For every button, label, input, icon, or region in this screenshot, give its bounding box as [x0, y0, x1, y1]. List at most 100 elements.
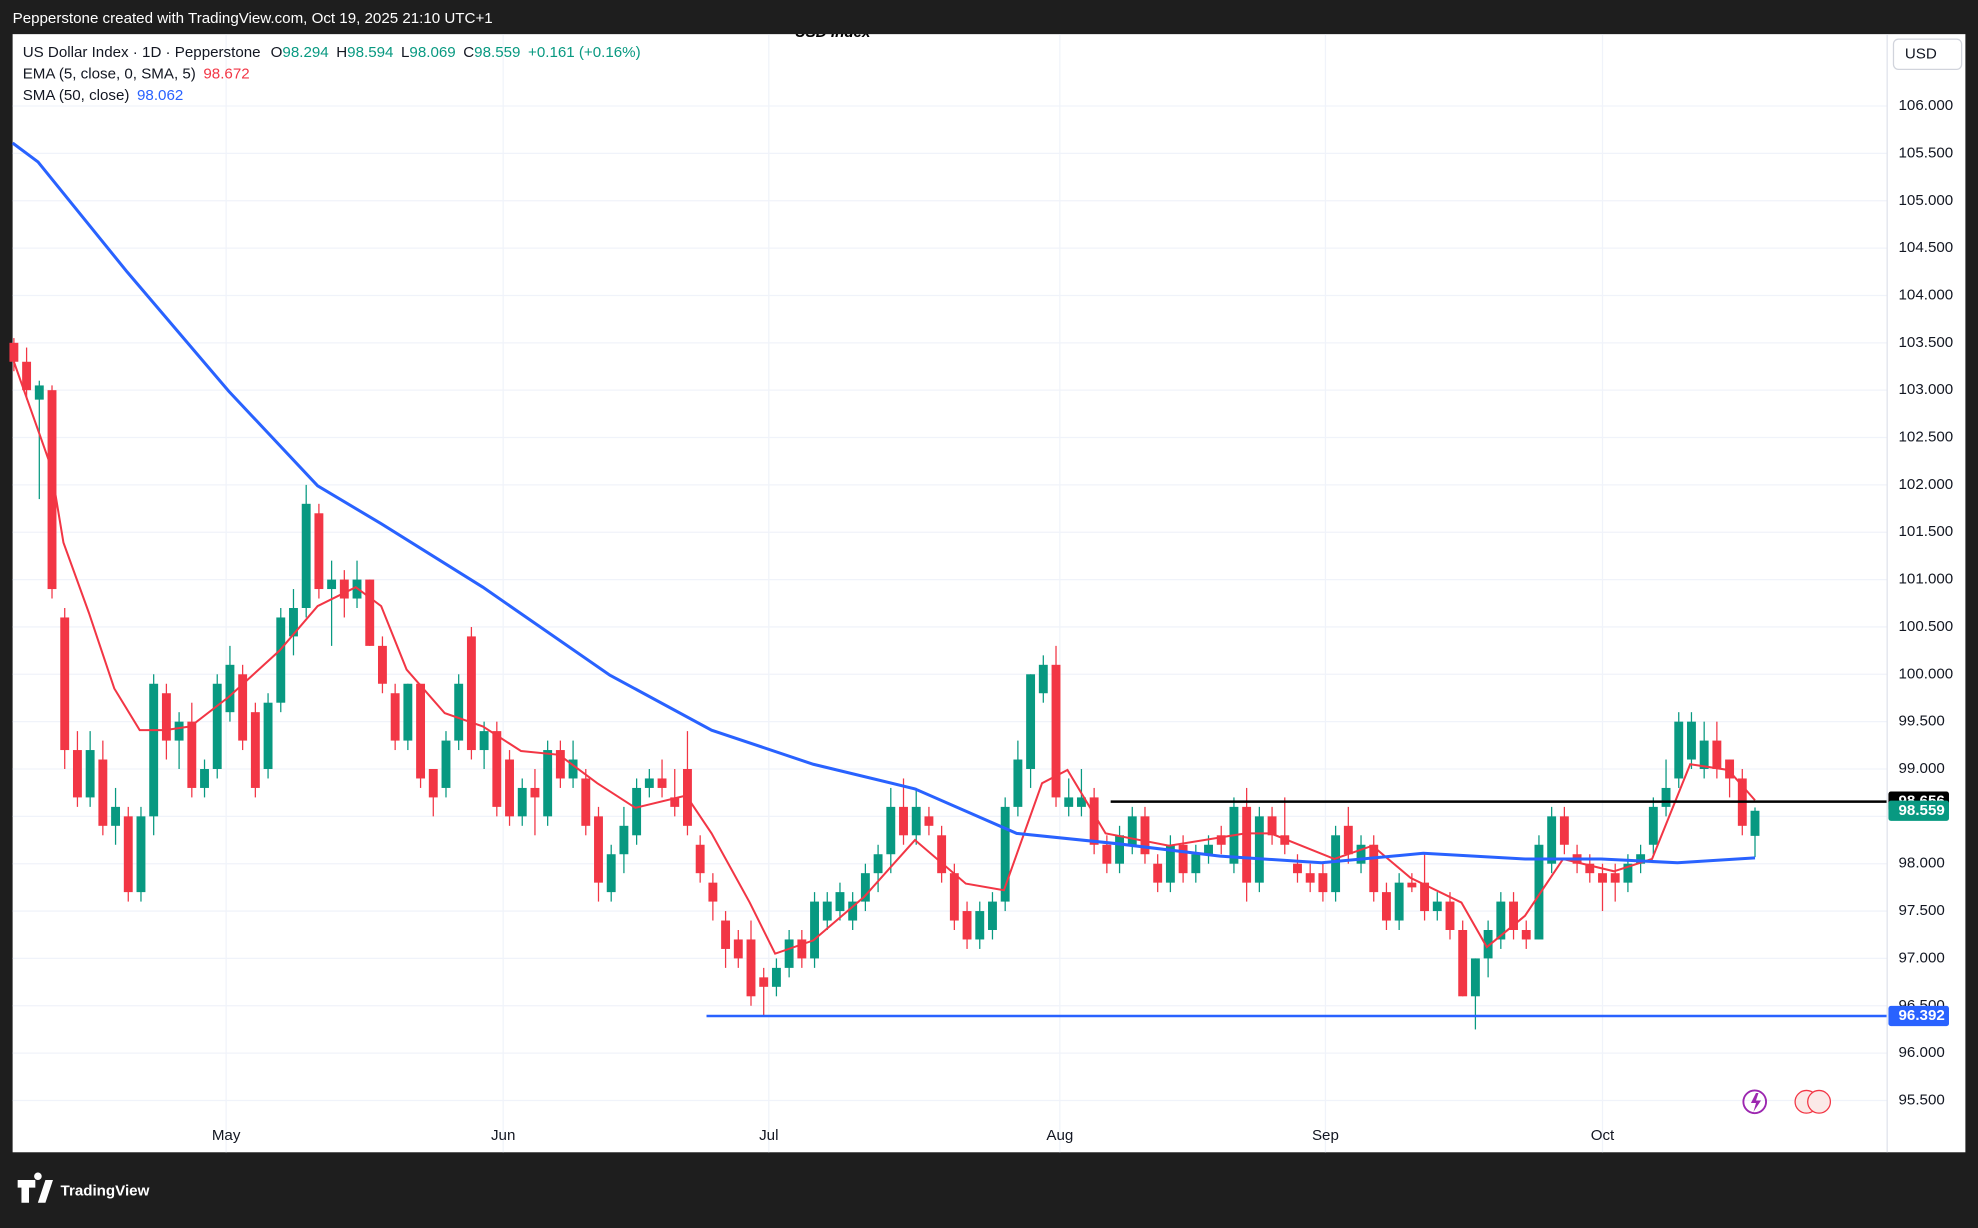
brand-logo — [17, 1172, 53, 1203]
candle-body — [136, 816, 146, 893]
candle-body — [111, 806, 121, 826]
candle-body — [365, 579, 375, 646]
ohlc-label: C — [463, 44, 474, 61]
candle-body — [1140, 816, 1150, 855]
candle-body — [1293, 863, 1302, 874]
sma-value: 98.062 — [137, 87, 183, 104]
candle-body — [479, 731, 489, 751]
candle-body — [962, 911, 972, 940]
candle-body — [543, 750, 553, 817]
y-tick-label: 102.500 — [1899, 429, 1954, 446]
ohlc-value: 98.069 — [409, 44, 455, 61]
candle-body — [975, 911, 985, 940]
indicator-line — [12, 361, 1756, 955]
candle-body — [1153, 863, 1163, 883]
candle-body — [695, 844, 705, 874]
candle-body — [1598, 873, 1607, 883]
candle-body — [733, 939, 743, 959]
candle-body — [98, 759, 108, 826]
candle-body — [1369, 844, 1379, 893]
header-bar — [0, 0, 1978, 35]
candle-body — [327, 579, 337, 590]
candle-body — [149, 683, 159, 817]
candle-body — [403, 683, 413, 741]
candle-body — [873, 854, 883, 874]
candle-body — [835, 892, 845, 912]
indicator-icon[interactable] — [1742, 1089, 1768, 1115]
candle-body — [1242, 806, 1252, 883]
candle-body — [1305, 873, 1315, 883]
candle-body — [492, 731, 502, 807]
y-tick-label: 99.000 — [1899, 760, 1945, 777]
candle-body — [784, 939, 794, 968]
candle-body — [1458, 929, 1468, 997]
candle-body — [22, 361, 32, 391]
candle-body — [937, 835, 947, 874]
candle-body — [1331, 835, 1341, 893]
candle-body — [1483, 929, 1493, 959]
candle-body — [606, 854, 616, 893]
candle-body — [441, 740, 451, 788]
x-tick-label: Aug — [1046, 1127, 1073, 1144]
y-tick-label: 105.000 — [1899, 192, 1954, 209]
candle-body — [1470, 958, 1480, 997]
candle-body — [225, 664, 235, 713]
candle-body — [85, 750, 95, 798]
candle-body — [1547, 816, 1557, 864]
ohlc-label: L — [401, 44, 409, 61]
x-tick-label: Jun — [491, 1127, 515, 1144]
brand-name: TradingView — [61, 1182, 150, 1199]
y-tick-label: 106.000 — [1899, 97, 1954, 114]
y-tick-label: 101.500 — [1899, 523, 1954, 540]
candle-body — [1699, 740, 1709, 769]
event-icon[interactable] — [1807, 1089, 1832, 1114]
candle-body — [301, 503, 311, 608]
ohlc-value: 98.594 — [347, 44, 393, 61]
candle-body — [581, 778, 591, 826]
ohlc-label: O — [271, 44, 283, 61]
candle-body — [1661, 787, 1671, 807]
candle-body — [1343, 825, 1353, 855]
currency: USD — [1905, 45, 1937, 62]
candle-body — [263, 702, 273, 769]
candle-body — [505, 759, 514, 817]
candle-body — [810, 901, 819, 959]
y-tick-label: 102.000 — [1899, 476, 1954, 493]
candle-body — [1623, 863, 1633, 883]
last-price-tag — [1888, 800, 1949, 821]
candle-body — [1585, 863, 1595, 874]
legend-symbol: US Dollar Index · 1D · Pepperstone — [23, 44, 261, 61]
candle-body — [466, 636, 476, 751]
candle-body — [1165, 844, 1175, 883]
candle-body — [949, 873, 959, 921]
attribution: Pepperstone created with TradingView.com… — [13, 10, 493, 27]
candle-body — [1407, 882, 1417, 888]
y-tick-label: 96.000 — [1899, 1044, 1945, 1061]
y-tick-label: 104.000 — [1899, 286, 1954, 303]
ohlc-value: 98.559 — [474, 44, 520, 61]
candle-body — [1432, 901, 1442, 912]
candle-body — [1636, 854, 1646, 864]
candle-body — [568, 759, 578, 779]
x-tick-label: Sep — [1312, 1127, 1339, 1144]
candle-body — [1204, 844, 1213, 855]
candle-body — [1559, 816, 1569, 845]
candle-body — [1115, 835, 1125, 864]
x-tick-label: May — [212, 1127, 241, 1144]
x-tick-label: Oct — [1591, 1127, 1615, 1144]
level-tag — [1888, 1005, 1949, 1027]
candle-body — [1026, 674, 1036, 769]
plot-background — [12, 34, 1966, 1153]
y-tick-label: 97.500 — [1899, 902, 1945, 919]
candle-body — [1725, 759, 1735, 779]
candle-body — [1394, 882, 1404, 921]
candle-body — [1102, 844, 1112, 864]
candle-body — [1420, 882, 1430, 912]
candle-body — [1610, 873, 1620, 883]
candle-body — [886, 806, 896, 855]
candle-body — [670, 797, 680, 807]
candle-body — [1178, 844, 1188, 874]
candle-body — [9, 342, 19, 362]
